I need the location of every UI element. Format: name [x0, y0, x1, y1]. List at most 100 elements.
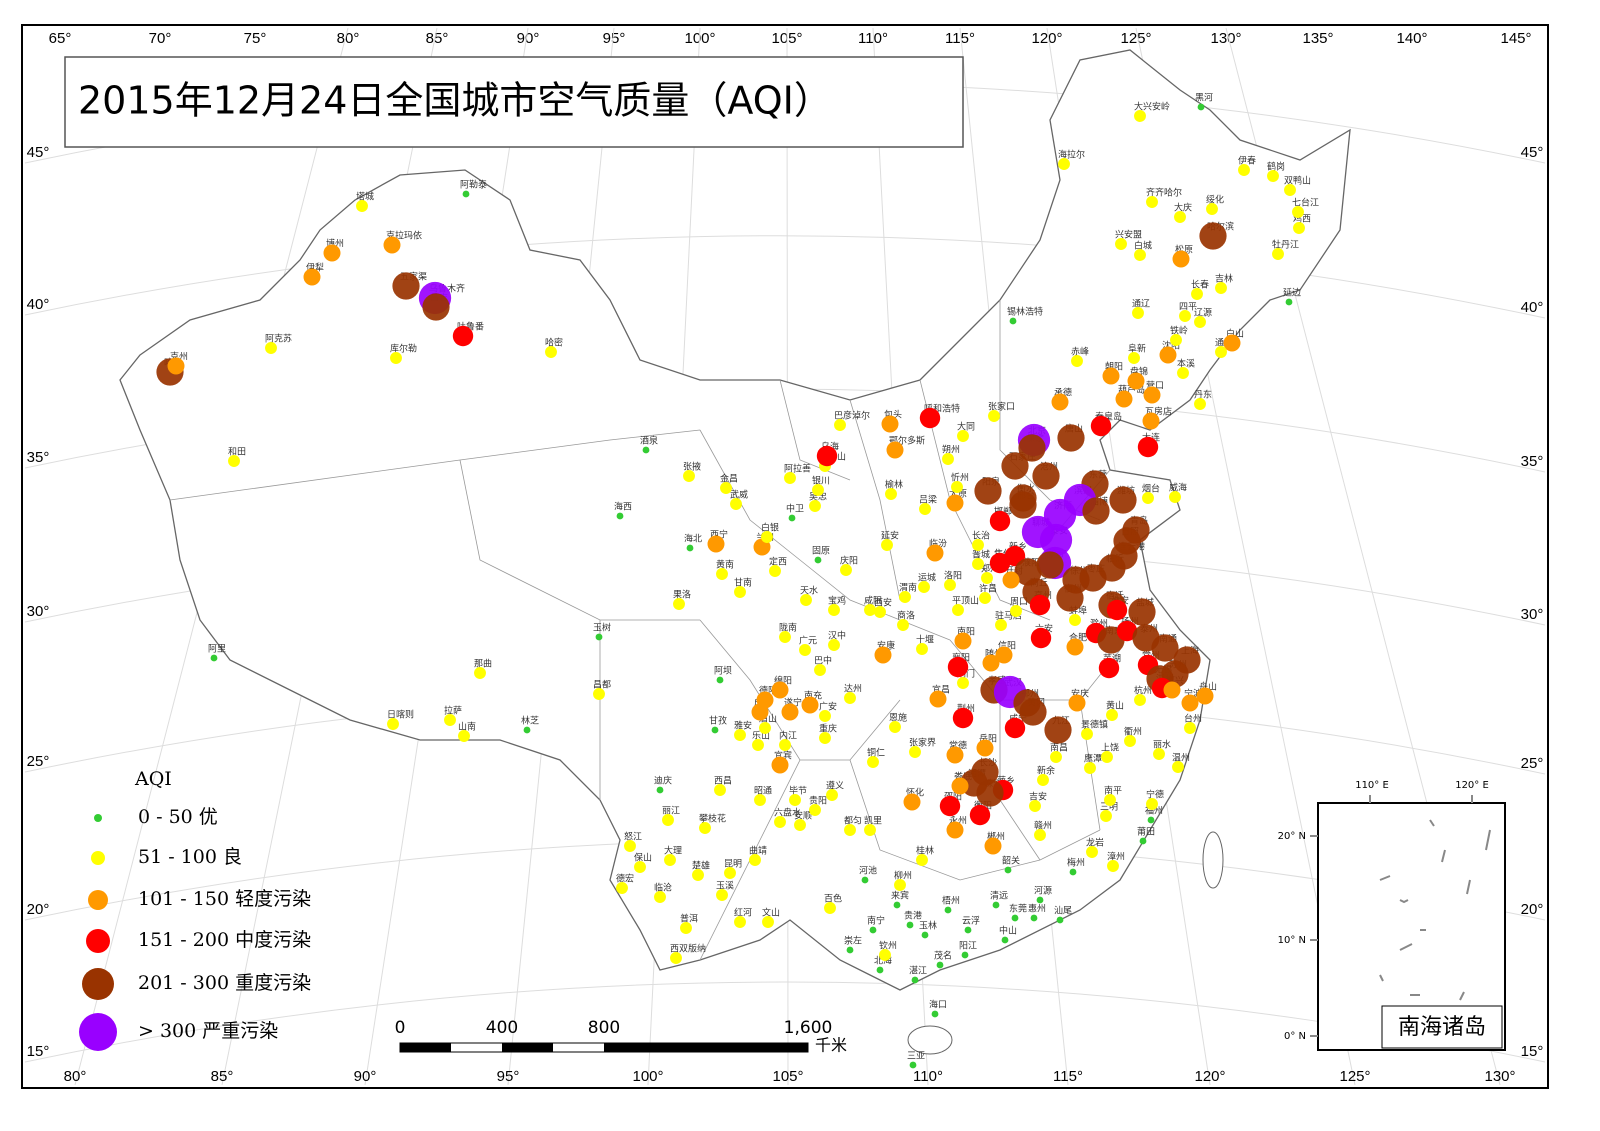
city-dot	[1037, 774, 1049, 786]
city-dot	[1134, 110, 1146, 122]
city-dot	[879, 949, 891, 961]
city-label: 定西	[769, 556, 787, 568]
city-dot	[1100, 810, 1112, 822]
city-dot	[919, 407, 941, 429]
graticule-label: 140°	[1396, 30, 1427, 47]
parallel	[24, 235, 1546, 319]
city-label: 海口	[929, 999, 947, 1011]
city-label: 锡林浩特	[1007, 306, 1043, 318]
city-dot	[894, 879, 906, 891]
city-dot	[1011, 914, 1019, 922]
city-dot	[1134, 249, 1146, 261]
city-dot	[1215, 346, 1227, 358]
city-dot	[951, 777, 969, 795]
city-dot	[1134, 694, 1146, 706]
city-label: 西双版纳	[670, 943, 706, 955]
city-label: 惠州	[1028, 903, 1046, 915]
city-dot	[1146, 196, 1158, 208]
city-label: 阿里	[208, 644, 226, 655]
city-dot	[730, 498, 742, 510]
city-dot	[995, 619, 1007, 631]
city-label: 拉萨	[444, 705, 462, 717]
city-label: 黑河	[1195, 92, 1213, 104]
city-dot	[462, 190, 470, 198]
city-dot	[670, 952, 682, 964]
city-dot	[390, 352, 402, 364]
city-dot	[814, 556, 822, 564]
city-dot	[1004, 866, 1012, 874]
city-dot	[1127, 372, 1145, 390]
city-label: 商洛	[897, 610, 915, 622]
city-label: 昆明	[724, 859, 742, 870]
city-dot	[944, 579, 956, 591]
graticule-label: 45°	[1521, 144, 1544, 161]
city-dot	[444, 714, 456, 726]
city-label: 牡丹江	[1272, 239, 1299, 251]
city-dot	[720, 482, 732, 494]
city-label: 内江	[779, 730, 797, 742]
city-dot	[680, 922, 692, 934]
graticule-label: 25°	[1521, 755, 1544, 772]
city-dot	[593, 688, 605, 700]
city-label: 延安	[881, 530, 899, 542]
city-dot	[931, 1010, 939, 1018]
city-dot	[984, 837, 1002, 855]
city-dot	[323, 244, 341, 262]
city-dot	[699, 822, 711, 834]
city-label: 河池	[859, 865, 877, 877]
city-dot	[946, 746, 964, 764]
city-dot	[387, 718, 399, 730]
city-dot	[1004, 717, 1026, 739]
city-label: 七台江	[1292, 197, 1319, 209]
city-label: 临沧	[654, 882, 672, 894]
city-label: 玉林	[919, 920, 937, 932]
city-dot	[1082, 497, 1110, 525]
city-dot	[864, 824, 876, 836]
city-label: 杭州	[1134, 685, 1152, 697]
graticule-label: 90°	[517, 30, 540, 47]
city-dot	[716, 889, 728, 901]
city-label: 遵义	[826, 780, 844, 792]
city-dot	[929, 690, 947, 708]
city-dot	[957, 430, 969, 442]
city-dot	[864, 604, 876, 616]
city-dot	[1181, 694, 1199, 712]
city-label: 齐齐哈尔	[1146, 187, 1182, 199]
city-dot	[1051, 393, 1069, 411]
city-label: 都匀	[844, 815, 862, 827]
city-dot	[1267, 170, 1279, 182]
city-label: 黄山	[1106, 700, 1124, 712]
scale-seg	[400, 1043, 451, 1052]
city-label: 咸阳	[864, 595, 882, 607]
city-label: 吉林	[1215, 273, 1233, 285]
city-dot	[664, 854, 676, 866]
city-label: 钦州	[879, 940, 897, 952]
city-dot	[897, 619, 909, 631]
graticule-label: 75°	[244, 30, 267, 47]
legend-marker	[94, 814, 102, 822]
city-dot	[1238, 164, 1250, 176]
city-label: 达州	[844, 683, 862, 695]
city-dot	[1034, 829, 1046, 841]
city-label: 三明	[1100, 802, 1118, 813]
city-dot	[686, 544, 694, 552]
city-dot	[801, 696, 819, 714]
city-dot	[1115, 238, 1127, 250]
city-dot	[545, 346, 557, 358]
city-label: 昭通	[754, 786, 772, 797]
city-dot	[1050, 751, 1062, 763]
city-label: 海拉尔	[1058, 149, 1085, 161]
city-label: 黄南	[716, 559, 734, 571]
city-label: 莆田	[1137, 826, 1155, 838]
city-dot	[1036, 896, 1044, 904]
city-dot	[1172, 761, 1184, 773]
city-label: 漳州	[1107, 851, 1125, 863]
city-dot	[1194, 398, 1206, 410]
city-label: 宁德	[1146, 789, 1164, 801]
city-dot	[1032, 462, 1060, 490]
city-dot	[794, 819, 806, 831]
legend-marker	[79, 1013, 117, 1051]
city-dot	[893, 901, 901, 909]
city-label: 白城	[1134, 240, 1152, 252]
